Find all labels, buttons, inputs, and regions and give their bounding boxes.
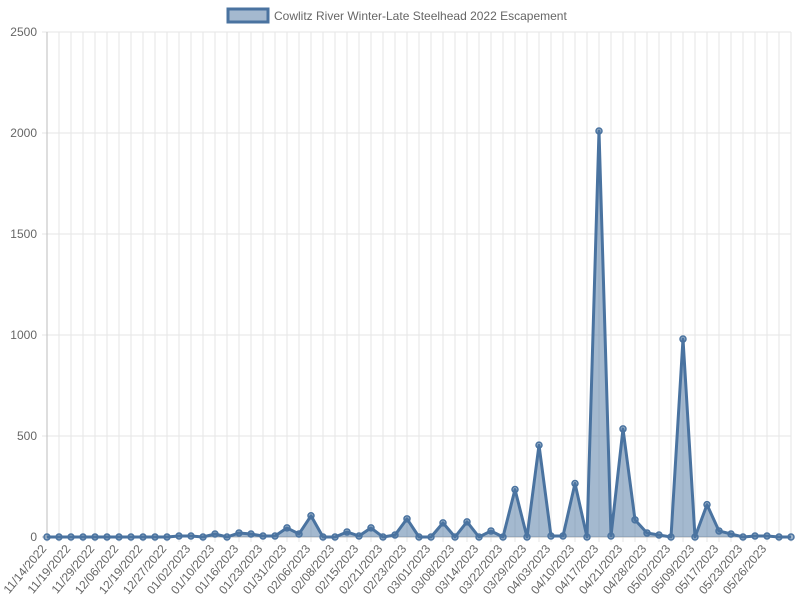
data-point[interactable] (511, 485, 519, 494)
data-point[interactable] (355, 532, 363, 540)
data-point[interactable] (751, 532, 759, 540)
data-point[interactable] (211, 530, 219, 538)
data-point[interactable] (595, 127, 603, 135)
data-point[interactable] (763, 532, 771, 540)
data-point[interactable] (475, 533, 483, 541)
data-point[interactable] (679, 335, 687, 343)
data-point[interactable] (199, 533, 207, 541)
data-point[interactable] (367, 524, 375, 532)
legend-label: Cowlitz River Winter-Late Steelhead 2022… (274, 9, 567, 23)
data-point[interactable] (223, 533, 231, 541)
y-tick-label: 2500 (10, 25, 37, 39)
data-point[interactable] (727, 530, 735, 538)
legend-swatch (226, 7, 270, 24)
data-point[interactable] (739, 533, 747, 541)
data-point[interactable] (775, 533, 783, 541)
data-point[interactable] (283, 524, 291, 532)
data-point[interactable] (103, 533, 111, 541)
data-point[interactable] (319, 533, 327, 541)
data-point[interactable] (547, 532, 555, 540)
data-point[interactable] (643, 529, 651, 537)
data-point[interactable] (43, 533, 51, 541)
data-point[interactable] (619, 425, 627, 433)
data-point[interactable] (487, 527, 495, 535)
data-point[interactable] (607, 532, 615, 540)
y-tick-label: 2000 (10, 126, 37, 140)
data-point[interactable] (163, 533, 171, 541)
data-point[interactable] (667, 533, 675, 541)
data-point[interactable] (715, 527, 723, 535)
data-point[interactable] (535, 441, 543, 449)
data-point[interactable] (151, 533, 159, 541)
data-point[interactable] (439, 519, 447, 527)
data-point[interactable] (703, 500, 711, 509)
y-tick-label: 1500 (10, 227, 37, 241)
data-point[interactable] (523, 533, 531, 541)
data-point[interactable] (379, 533, 387, 541)
data-point[interactable] (691, 533, 699, 541)
data-point[interactable] (583, 533, 591, 541)
data-point[interactable] (91, 533, 99, 541)
data-point[interactable] (463, 518, 471, 526)
data-point[interactable] (655, 531, 663, 539)
data-point[interactable] (127, 533, 135, 541)
data-point[interactable] (67, 533, 75, 541)
data-point[interactable] (187, 532, 195, 540)
data-point[interactable] (403, 515, 411, 523)
data-point[interactable] (307, 512, 315, 520)
data-point[interactable] (391, 531, 399, 539)
legend[interactable]: Cowlitz River Winter-Late Steelhead 2022… (226, 7, 567, 24)
data-point[interactable] (295, 530, 303, 538)
data-point[interactable] (115, 533, 123, 541)
data-point[interactable] (451, 533, 459, 541)
data-point[interactable] (343, 528, 351, 536)
data-point[interactable] (259, 532, 267, 540)
data-point[interactable] (427, 533, 435, 541)
y-tick-label: 500 (17, 429, 37, 443)
data-point[interactable] (499, 533, 507, 541)
data-point[interactable] (787, 533, 795, 541)
data-point[interactable] (631, 516, 639, 524)
data-point[interactable] (415, 533, 423, 541)
data-point[interactable] (271, 532, 279, 540)
data-point[interactable] (139, 533, 147, 541)
data-point[interactable] (175, 532, 183, 540)
y-tick-label: 1000 (10, 328, 37, 342)
data-point[interactable] (55, 533, 63, 541)
y-tick-label: 0 (30, 530, 37, 544)
data-point[interactable] (331, 533, 339, 541)
data-point[interactable] (79, 533, 87, 541)
data-point[interactable] (571, 479, 579, 488)
data-point[interactable] (235, 529, 243, 537)
data-point[interactable] (559, 532, 567, 540)
data-point[interactable] (247, 530, 255, 538)
series-area (47, 130, 791, 538)
